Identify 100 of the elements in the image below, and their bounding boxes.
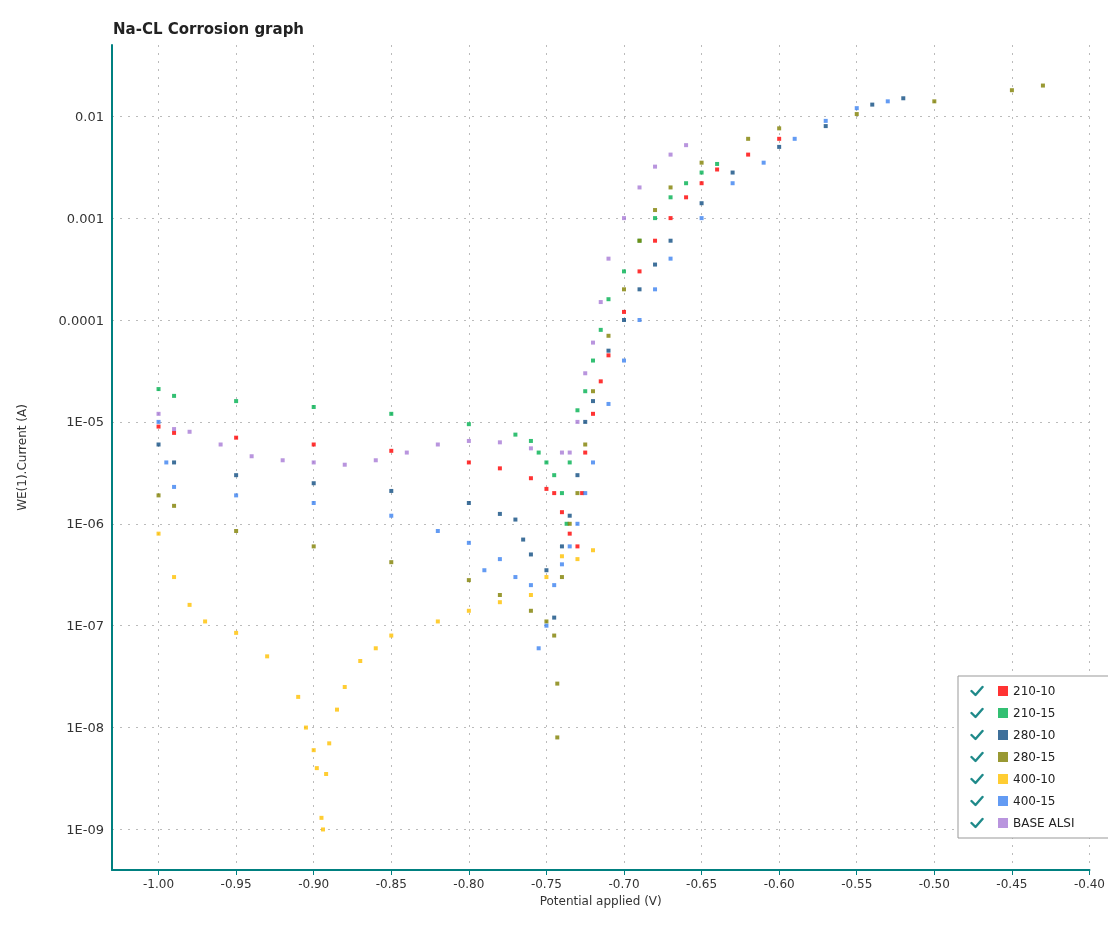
point (311, 481, 316, 486)
point (684, 195, 689, 200)
point (311, 500, 316, 505)
point (342, 462, 347, 467)
point (321, 827, 326, 832)
point (715, 167, 720, 172)
point (622, 309, 627, 314)
point (187, 429, 192, 434)
point (544, 575, 549, 580)
point (466, 422, 471, 427)
point (497, 466, 502, 471)
point (311, 460, 316, 465)
point (544, 568, 549, 573)
point (435, 619, 440, 624)
y-tick-label: 1E-08 (66, 720, 104, 736)
point (265, 654, 270, 659)
y-tick-label: 1E-05 (66, 414, 104, 430)
point (653, 238, 658, 243)
point (513, 575, 518, 580)
point (466, 540, 471, 545)
point (544, 619, 549, 624)
point (606, 333, 611, 338)
point (583, 389, 588, 394)
point (567, 544, 572, 549)
point (637, 287, 642, 292)
point (513, 517, 518, 522)
point (187, 602, 192, 607)
point (342, 685, 347, 690)
point (598, 327, 603, 332)
point (653, 164, 658, 169)
y-tick-label: 0.0001 (58, 312, 104, 328)
point (544, 460, 549, 465)
point (622, 318, 627, 322)
point (583, 442, 588, 447)
point (389, 411, 394, 416)
point (699, 216, 704, 221)
point (590, 548, 595, 553)
point (854, 106, 859, 111)
point (567, 450, 572, 455)
point (598, 379, 603, 384)
point (156, 493, 161, 498)
point (172, 460, 177, 465)
point (536, 646, 541, 651)
point (327, 741, 332, 746)
point (559, 554, 564, 559)
legend-label: 210-15 (1013, 706, 1056, 720)
point (559, 491, 564, 496)
point (575, 419, 580, 424)
point (552, 491, 557, 496)
point (544, 486, 549, 491)
point (699, 170, 704, 175)
point (249, 454, 254, 459)
point (559, 510, 564, 515)
point (389, 448, 394, 453)
point (435, 528, 440, 533)
point (606, 297, 611, 302)
point (528, 593, 533, 597)
point (823, 124, 828, 129)
point (792, 136, 797, 141)
point (373, 458, 378, 463)
legend-label: 280-15 (1013, 750, 1056, 764)
point (606, 256, 611, 261)
point (668, 185, 673, 190)
point (622, 358, 627, 363)
point (466, 438, 471, 443)
point (699, 160, 704, 165)
point (885, 99, 890, 104)
point (606, 348, 611, 353)
point (311, 405, 316, 409)
point (466, 500, 471, 505)
point (555, 681, 560, 686)
x-tick-label: -0.60 (763, 877, 795, 891)
point (559, 562, 564, 567)
point (637, 318, 642, 322)
point (583, 419, 588, 424)
point (156, 424, 161, 429)
point (389, 488, 394, 493)
point (746, 136, 751, 141)
point (854, 112, 859, 117)
point (637, 269, 642, 274)
y-tick-label: 1E-06 (66, 516, 104, 532)
point (622, 216, 627, 221)
point (404, 450, 409, 455)
point (1040, 83, 1045, 88)
point (746, 152, 751, 157)
point (311, 442, 316, 447)
point (598, 300, 603, 305)
x-tick-label: -0.40 (1073, 877, 1106, 891)
point (583, 371, 588, 376)
x-tick-label: -0.65 (686, 877, 718, 891)
point (730, 181, 735, 186)
point (528, 552, 533, 557)
point (482, 568, 487, 573)
point (1009, 88, 1014, 93)
point (606, 353, 611, 358)
point (296, 694, 301, 699)
point (575, 544, 580, 549)
point (590, 460, 595, 465)
point (552, 473, 557, 478)
point (575, 521, 580, 526)
